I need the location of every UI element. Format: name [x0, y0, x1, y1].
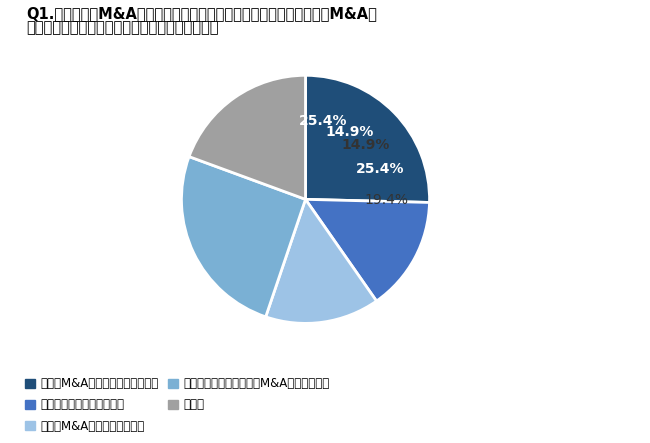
- Text: Q1.顧問先からM&A（事業承継や会社の譲渡）の相談を受けたあと、M&A案: Q1.顧問先からM&A（事業承継や会社の譲渡）の相談を受けたあと、M&A案: [26, 7, 377, 22]
- Text: 14.9%: 14.9%: [341, 138, 389, 152]
- Wedge shape: [306, 199, 430, 301]
- Wedge shape: [266, 199, 376, 323]
- Text: 14.9%: 14.9%: [325, 124, 373, 139]
- Wedge shape: [181, 156, 306, 317]
- Wedge shape: [306, 75, 430, 202]
- Text: 19.4%: 19.4%: [364, 193, 408, 207]
- Text: 件についてどのような対応を行いましたか。: 件についてどのような対応を行いましたか。: [26, 20, 218, 35]
- Legend: 外部のM&A専門事業者を紹介した, 相談を引き受けられなった, 自社でM&A業務を全て行った, 外部パートナーと共同でM&A業務を行った, その他: 外部のM&A専門事業者を紹介した, 相談を引き受けられなった, 自社でM&A業務…: [25, 377, 330, 433]
- Text: 25.4%: 25.4%: [356, 162, 404, 176]
- Wedge shape: [189, 75, 306, 199]
- Text: 25.4%: 25.4%: [299, 114, 348, 128]
